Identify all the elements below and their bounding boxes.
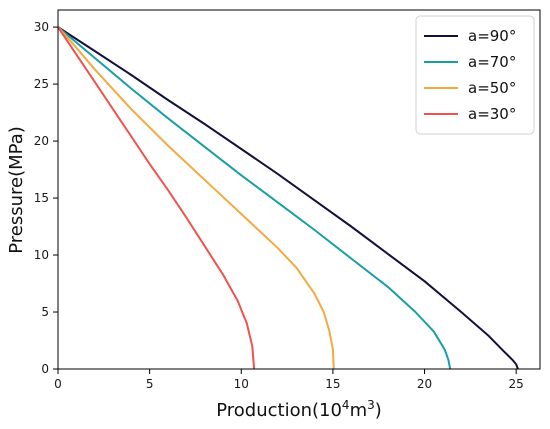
series-line-3 [57,26,335,370]
x-axis-title-end: ) [375,400,382,421]
y-tick-label: 0 [41,362,49,376]
series-line-1 [57,26,519,370]
x-tick-label: 15 [325,377,340,391]
legend-label-3: a=50° [468,79,516,97]
y-tick-label: 5 [41,305,49,319]
x-tick-label: 5 [146,377,154,391]
legend-label-2: a=70° [468,53,516,71]
y-tick-label: 30 [34,20,49,34]
legend-box [415,15,535,135]
axis-ticks: 0 5 10 15 20 25 0 5 10 15 20 25 30 [34,20,524,391]
x-tick-label: 20 [417,377,432,391]
series-line-4 [57,26,256,370]
x-axis-title-sup1: 4 [342,398,350,412]
x-tick-label: 10 [234,377,249,391]
plot-frame [57,9,541,370]
y-tick-label: 20 [34,134,49,148]
x-tick-label: 0 [54,377,62,391]
y-tick-label: 25 [34,77,49,91]
y-axis-title: Pressure(MPa) [6,126,27,254]
x-axis-title: Production(104m3) [216,398,382,421]
x-axis-title-main: Production(10 [216,400,342,421]
x-axis-title-sup2: 3 [367,398,375,412]
plot-area [57,26,519,370]
x-axis-title-mid: m [350,400,368,421]
y-tick-label: 15 [34,191,49,205]
legend-label-1: a=90° [468,27,516,45]
legend: a=90° a=70° a=50° a=30° [415,15,535,135]
x-tick-label: 25 [509,377,524,391]
y-tick-label: 10 [34,248,49,262]
legend-label-4: a=30° [468,105,516,123]
series-line-2 [57,26,452,370]
